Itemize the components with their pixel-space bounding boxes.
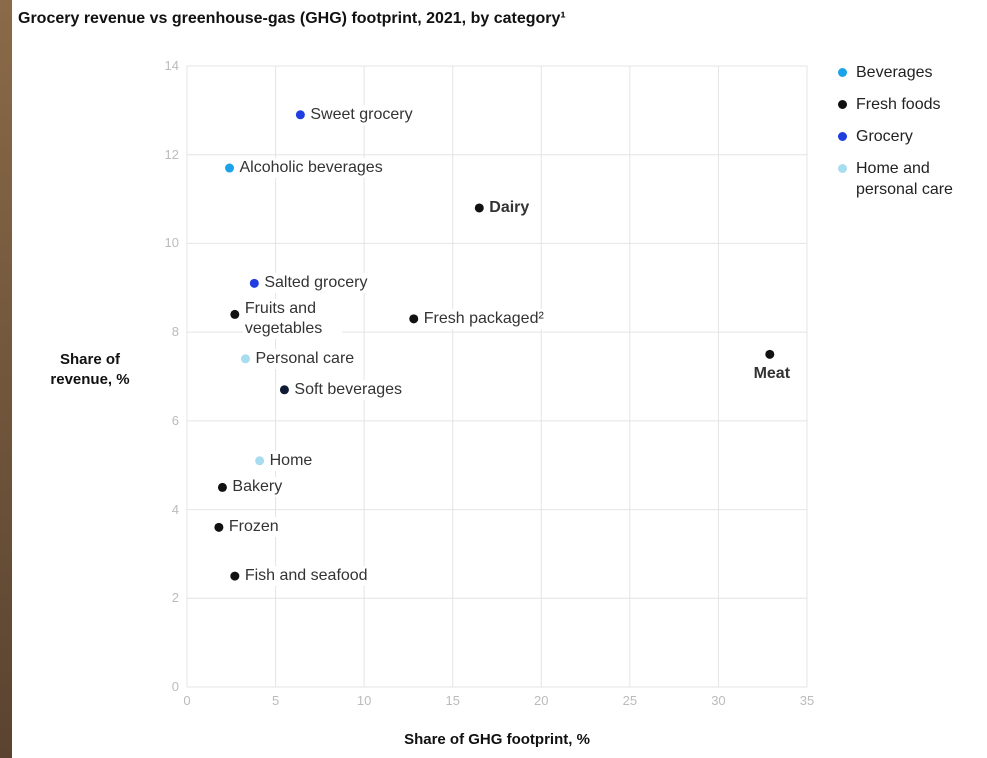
legend-swatch	[838, 68, 847, 77]
point-label: Personal care	[253, 349, 356, 369]
legend-swatch	[838, 164, 847, 173]
x-tick-label: 5	[261, 693, 291, 708]
point-label: Frozen	[227, 517, 281, 537]
point	[214, 523, 223, 532]
point-label: Sweet grocery	[308, 105, 414, 125]
y-tick-label: 10	[157, 235, 179, 250]
point	[409, 314, 418, 323]
point	[218, 483, 227, 492]
x-tick-label: 0	[172, 693, 202, 708]
x-tick-label: 25	[615, 693, 645, 708]
point-label: Bakery	[230, 477, 284, 497]
x-axis-title: Share of GHG footprint, %	[300, 731, 694, 748]
y-tick-label: 6	[157, 413, 179, 428]
point-label: Salted grocery	[262, 273, 369, 293]
y-axis-title: Share of revenue, %	[40, 350, 140, 390]
point	[475, 203, 484, 212]
y-tick-label: 14	[157, 58, 179, 73]
point	[230, 310, 239, 319]
point-label: Soft beverages	[292, 380, 404, 400]
y-tick-label: 12	[157, 147, 179, 162]
x-tick-label: 30	[703, 693, 733, 708]
x-tick-label: 10	[349, 693, 379, 708]
point	[250, 279, 259, 288]
y-tick-label: 4	[157, 502, 179, 517]
y-tick-label: 2	[157, 590, 179, 605]
point	[296, 110, 305, 119]
point-label: Alcoholic beverages	[238, 158, 385, 178]
x-tick-label: 15	[438, 693, 468, 708]
point	[230, 572, 239, 581]
y-tick-label: 8	[157, 324, 179, 339]
legend-label: Fresh foods	[856, 94, 978, 115]
x-tick-label: 20	[526, 693, 556, 708]
point	[241, 354, 250, 363]
legend-label: Grocery	[856, 126, 978, 147]
legend-label: Beverages	[856, 62, 978, 83]
legend-item: Beverages	[838, 62, 978, 83]
point	[255, 456, 264, 465]
x-tick-label: 35	[792, 693, 822, 708]
legend-label: Home and personal care	[856, 158, 978, 200]
y-tick-label: 0	[157, 679, 179, 694]
point-label: Fish and seafood	[243, 566, 370, 586]
legend-swatch	[838, 132, 847, 141]
legend-swatch	[838, 100, 847, 109]
legend-item: Home and personal care	[838, 158, 978, 200]
point-label: Dairy	[487, 198, 531, 218]
point	[765, 350, 774, 359]
point-label: Home	[268, 451, 315, 471]
point-label: Fresh packaged²	[422, 309, 546, 329]
point	[280, 385, 289, 394]
legend-item: Fresh foods	[838, 94, 978, 115]
chart: Grocery revenue vs greenhouse-gas (GHG) …	[0, 0, 987, 758]
point-label: Meat	[745, 364, 799, 384]
legend-item: Grocery	[838, 126, 978, 147]
point-label: Fruits and vegetables	[243, 299, 342, 339]
point	[225, 164, 234, 173]
